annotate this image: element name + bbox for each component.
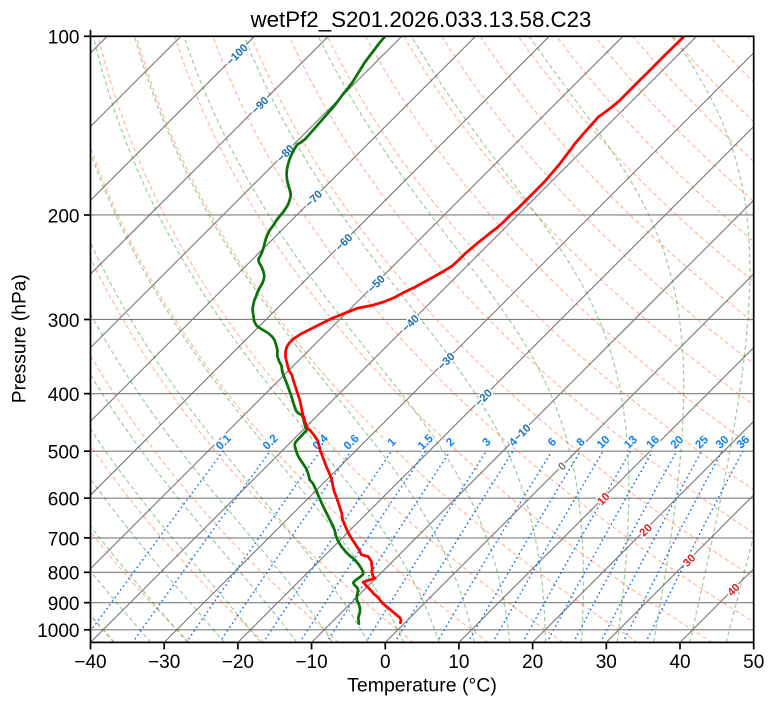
svg-text:900: 900	[48, 594, 80, 615]
svg-text:200: 200	[48, 206, 80, 227]
svg-text:−20: −20	[222, 652, 254, 673]
svg-text:1000: 1000	[37, 621, 79, 642]
svg-text:600: 600	[48, 490, 80, 511]
svg-text:−40: −40	[74, 652, 106, 673]
svg-text:700: 700	[48, 529, 80, 550]
svg-text:800: 800	[48, 564, 80, 585]
svg-text:20: 20	[522, 652, 543, 673]
svg-text:Temperature (°C): Temperature (°C)	[347, 675, 497, 697]
svg-text:50: 50	[743, 652, 764, 673]
svg-text:40: 40	[669, 652, 690, 673]
svg-text:−30: −30	[148, 652, 180, 673]
svg-text:0: 0	[380, 652, 391, 673]
svg-text:30: 30	[596, 652, 617, 673]
svg-text:300: 300	[48, 311, 80, 332]
svg-text:400: 400	[48, 385, 80, 406]
svg-text:−10: −10	[295, 652, 327, 673]
svg-text:wetPf2_S201.2026.033.13.58.C23: wetPf2_S201.2026.033.13.58.C23	[250, 7, 592, 32]
svg-text:10: 10	[448, 652, 469, 673]
svg-text:100: 100	[48, 28, 80, 49]
svg-text:Pressure (hPa): Pressure (hPa)	[10, 274, 31, 403]
svg-text:500: 500	[48, 443, 80, 464]
